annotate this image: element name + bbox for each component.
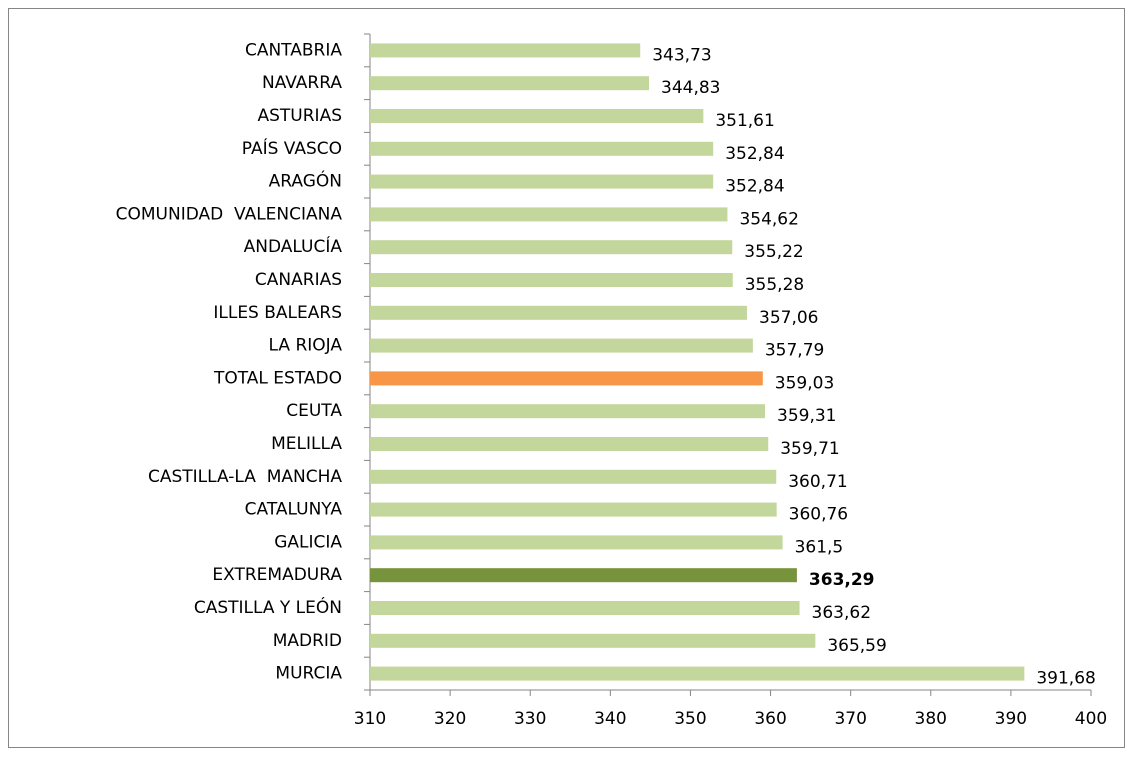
x-tick-label: 310 xyxy=(354,709,386,729)
y-tick-label: LA RIOJA xyxy=(269,336,343,356)
y-tick-label: ASTURIAS xyxy=(258,106,343,126)
value-label: 363,29 xyxy=(809,570,875,590)
y-tick-label: COMUNIDAD VALENCIANA xyxy=(116,204,343,224)
y-tick-label: MELILLA xyxy=(271,434,342,454)
x-tick-label: 390 xyxy=(995,709,1027,729)
y-tick-label: EXTREMADURA xyxy=(212,565,342,585)
value-label: 360,71 xyxy=(788,472,847,492)
y-tick-label: ANDALUCÍA xyxy=(244,235,343,257)
bar xyxy=(370,469,777,484)
x-tick-label: 340 xyxy=(594,709,626,729)
bar xyxy=(370,371,763,386)
x-tick-label: 400 xyxy=(1075,709,1107,729)
value-label: 357,06 xyxy=(759,308,818,328)
bar xyxy=(370,633,816,648)
bar xyxy=(370,568,797,583)
y-tick-label: MADRID xyxy=(273,631,342,651)
x-tick-label: 320 xyxy=(434,709,466,729)
y-tick-label: TOTAL ESTADO xyxy=(213,368,342,388)
value-label: 359,03 xyxy=(775,373,834,393)
value-label: 363,62 xyxy=(812,603,871,623)
bar xyxy=(370,76,650,91)
value-label: 365,59 xyxy=(827,636,886,656)
y-tick-label: GALICIA xyxy=(274,532,342,552)
y-tick-label: ILLES BALEARS xyxy=(213,303,342,323)
bar xyxy=(370,174,714,189)
value-label: 355,22 xyxy=(744,242,803,262)
value-label: 359,31 xyxy=(777,406,836,426)
bar xyxy=(370,404,766,419)
value-label: 344,83 xyxy=(661,78,720,98)
y-tick-label: CATALUNYA xyxy=(245,500,343,520)
value-label: 352,84 xyxy=(725,177,784,197)
value-label: 391,68 xyxy=(1036,669,1095,689)
bar xyxy=(370,109,704,123)
bar xyxy=(370,338,753,353)
value-label: 360,76 xyxy=(789,505,848,525)
value-label: 343,73 xyxy=(652,45,711,65)
y-tick-label: PAÍS VASCO xyxy=(242,137,342,159)
y-tick-label: ARAGÓN xyxy=(269,170,342,192)
value-label: 355,28 xyxy=(745,275,804,295)
y-tick-label: MURCIA xyxy=(275,664,342,684)
value-label: 352,84 xyxy=(725,144,784,164)
bar xyxy=(370,141,714,156)
bar xyxy=(370,305,748,320)
bar xyxy=(370,535,783,550)
x-tick-label: 350 xyxy=(674,709,706,729)
value-label: 351,61 xyxy=(715,111,774,131)
bar xyxy=(370,240,733,255)
y-tick-label: CASTILLA-LA MANCHA xyxy=(148,467,342,487)
bar xyxy=(370,207,728,222)
y-tick-label: NAVARRA xyxy=(262,73,342,93)
value-label: 354,62 xyxy=(739,209,798,229)
y-tick-label: CASTILLA Y LEÓN xyxy=(194,596,342,618)
value-label: 359,71 xyxy=(780,439,839,459)
y-tick-label: CANTABRIA xyxy=(245,40,342,60)
y-tick-label: CANARIAS xyxy=(255,270,342,290)
x-tick-label: 360 xyxy=(754,709,786,729)
bar xyxy=(370,601,800,615)
value-label: 357,79 xyxy=(765,341,824,361)
x-tick-label: 370 xyxy=(834,709,866,729)
bar xyxy=(370,273,733,287)
value-label: 361,5 xyxy=(795,537,844,557)
bar xyxy=(370,502,777,517)
x-tick-label: 380 xyxy=(915,709,947,729)
bar xyxy=(370,666,1025,681)
x-tick-label: 330 xyxy=(514,709,546,729)
bar xyxy=(370,437,769,451)
y-tick-label: CEUTA xyxy=(286,401,342,421)
bar xyxy=(370,43,641,58)
